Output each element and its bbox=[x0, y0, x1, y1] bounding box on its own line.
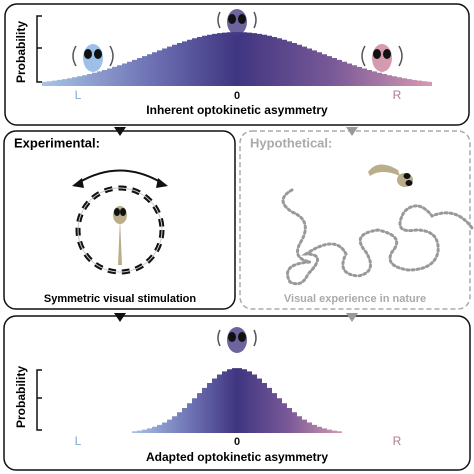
axis-label: L bbox=[75, 434, 82, 448]
axis-label: R bbox=[393, 88, 402, 102]
arrow bbox=[346, 313, 358, 322]
panel-top bbox=[4, 3, 470, 126]
panel-title: Experimental: bbox=[14, 135, 100, 150]
caption: Inherent optokinetic asymmetry bbox=[146, 103, 328, 117]
histogram-shape bbox=[42, 32, 432, 86]
y-label: Probability bbox=[14, 366, 28, 428]
axis-label: L bbox=[75, 88, 82, 102]
caption: Symmetric visual stimulation bbox=[44, 293, 196, 305]
trajectory bbox=[281, 188, 474, 286]
bracket bbox=[36, 369, 42, 431]
histogram-shape bbox=[132, 368, 342, 433]
arrowhead bbox=[72, 178, 168, 188]
drum-outline bbox=[77, 187, 163, 273]
histogram bbox=[42, 32, 432, 86]
axis-label: 0 bbox=[234, 90, 240, 102]
rotation-arrow bbox=[77, 169, 163, 184]
caption: Adapted optokinetic asymmetry bbox=[146, 450, 328, 464]
arrow bbox=[346, 127, 358, 136]
fish-icon bbox=[72, 44, 114, 72]
axis-label: R bbox=[393, 434, 402, 448]
y-label: Probability bbox=[14, 21, 28, 83]
larva bbox=[113, 206, 127, 265]
larva bbox=[368, 164, 413, 187]
caption: Visual experience in nature bbox=[284, 293, 426, 305]
fish-icon bbox=[217, 9, 257, 35]
histogram bbox=[132, 368, 342, 433]
arrow bbox=[114, 313, 126, 322]
arrow bbox=[114, 127, 126, 136]
fish-icon bbox=[361, 44, 403, 72]
bracket bbox=[36, 15, 42, 83]
axis-label: 0 bbox=[234, 436, 240, 448]
fish-icon bbox=[217, 327, 257, 353]
panel-bottom bbox=[3, 315, 471, 471]
panel-hypothetical bbox=[239, 130, 471, 310]
panel-title: Hypothetical: bbox=[250, 135, 332, 150]
